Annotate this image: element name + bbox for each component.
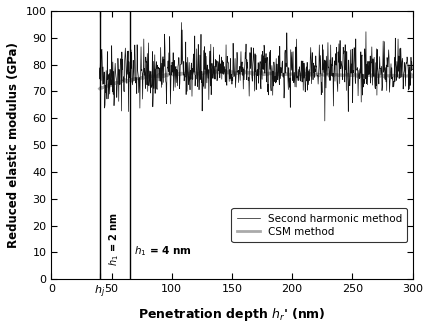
CSM method — [215, 68, 220, 72]
Y-axis label: Reduced elastic modulus (GPa): Reduced elastic modulus (GPa) — [7, 42, 20, 248]
CSM method — [248, 72, 253, 76]
X-axis label: Penetration depth $h_r$' (nm): Penetration depth $h_r$' (nm) — [138, 306, 326, 323]
CSM method — [246, 71, 252, 75]
Legend: Second harmonic method, CSM method: Second harmonic method, CSM method — [231, 208, 407, 242]
Second harmonic method — [97, 66, 102, 70]
Text: $h_1$ = 4 nm: $h_1$ = 4 nm — [135, 244, 192, 258]
Second harmonic method — [297, 65, 302, 69]
Second harmonic method — [410, 68, 415, 72]
Line: Second harmonic method: Second harmonic method — [99, 22, 412, 121]
CSM method — [403, 74, 408, 78]
Second harmonic method — [279, 71, 284, 75]
Second harmonic method — [179, 20, 184, 24]
CSM method — [410, 74, 415, 78]
Second harmonic method — [335, 89, 340, 93]
Second harmonic method — [322, 119, 327, 123]
CSM method — [284, 73, 289, 77]
Second harmonic method — [116, 99, 121, 103]
CSM method — [354, 74, 359, 78]
Line: CSM method: CSM method — [99, 70, 412, 89]
Second harmonic method — [287, 76, 292, 80]
CSM method — [97, 87, 102, 91]
CSM method — [267, 72, 272, 76]
Second harmonic method — [367, 72, 372, 76]
Text: $h_1$ = 2 nm: $h_1$ = 2 nm — [108, 212, 121, 266]
